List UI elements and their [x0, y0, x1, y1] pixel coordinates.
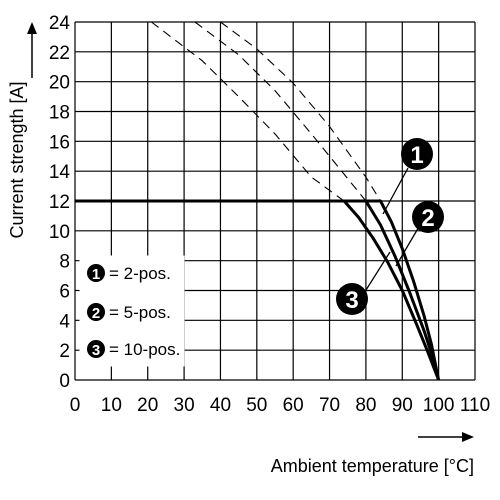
y-axis-arrowhead — [27, 22, 37, 34]
legend: 1 = 2-pos. 2 = 5-pos. 3 = 10-pos. — [79, 255, 185, 367]
callout-3-marker — [336, 283, 368, 315]
curve-callouts: 1 2 3 — [336, 138, 444, 315]
legend-marker-1 — [87, 264, 105, 282]
y-axis-label: Current strength [A] — [7, 81, 27, 238]
legend-marker-2 — [87, 303, 105, 321]
legend-item-1: 1 = 2-pos. — [87, 264, 171, 283]
legend-label-1: = 2-pos. — [109, 264, 171, 283]
x-tick-label: 50 — [246, 395, 267, 416]
grid-lines — [74, 21, 476, 381]
legend-marker-2-label: 2 — [92, 305, 100, 322]
y-tick-label: 6 — [59, 282, 70, 303]
x-tick-label: 60 — [283, 395, 304, 416]
series-line-3-solid — [75, 199, 440, 381]
series-line-1-solid — [75, 199, 441, 381]
callout-1-leader — [382, 167, 409, 215]
series-line-2-solid — [75, 199, 441, 381]
x-tick-label: 90 — [392, 395, 413, 416]
x-tick-label: 20 — [137, 395, 158, 416]
legend-marker-3 — [87, 340, 105, 358]
callout-1-label: 1 — [410, 142, 423, 169]
series-layer — [75, 21, 441, 381]
y-tick-label: 12 — [49, 192, 70, 213]
callout-2-label: 2 — [421, 205, 434, 232]
y-tick-label: 0 — [59, 371, 70, 392]
y-tick-label: 14 — [49, 162, 71, 183]
y-tick-label: 20 — [49, 73, 70, 94]
series-line-1-dashed — [220, 21, 381, 202]
legend-label-3: = 10-pos. — [109, 340, 180, 359]
x-tick-label: 80 — [355, 395, 376, 416]
y-tick-label: 8 — [59, 252, 70, 273]
y-tick-label: 16 — [49, 132, 70, 153]
x-tick-label: 110 — [460, 395, 490, 416]
x-axis-arrowhead — [462, 432, 474, 442]
callout-3-leader — [365, 251, 391, 291]
callout-2-marker — [412, 201, 444, 233]
y-axis-title: Current strength [A] — [7, 22, 37, 239]
y-tick-label: 4 — [59, 311, 70, 332]
series-line-3-dashed — [151, 21, 345, 202]
x-axis-title: Ambient temperature [°C] — [271, 432, 474, 476]
legend-marker-1-label: 1 — [92, 266, 100, 283]
legend-item-3: 3 = 10-pos. — [87, 340, 180, 359]
y-tick-label: 22 — [49, 43, 70, 64]
x-tick-label: 40 — [210, 395, 231, 416]
y-tick-label: 2 — [59, 341, 70, 362]
callout-3-label: 3 — [345, 287, 358, 314]
y-tick-label: 10 — [49, 222, 70, 243]
callout-1-marker — [401, 138, 433, 170]
legend-marker-3-label: 3 — [92, 342, 100, 359]
x-tick-label: 0 — [70, 395, 81, 416]
x-tick-label: 10 — [101, 395, 122, 416]
x-tick-label: 100 — [423, 395, 455, 416]
y-tick-label: 24 — [49, 13, 71, 34]
series-line-2-dashed — [194, 21, 367, 202]
tick-labels: 0 10 20 30 40 50 60 70 80 90 100 110024681012141618… — [49, 13, 490, 416]
legend-label-2: = 5-pos. — [109, 303, 171, 322]
legend-item-2: 2 = 5-pos. — [87, 303, 171, 322]
x-tick-label: 30 — [174, 395, 195, 416]
callout-2-leader — [395, 224, 421, 267]
y-tick-label: 18 — [49, 103, 70, 124]
x-axis-label: Ambient temperature [°C] — [271, 456, 474, 476]
x-tick-label: 70 — [319, 395, 340, 416]
